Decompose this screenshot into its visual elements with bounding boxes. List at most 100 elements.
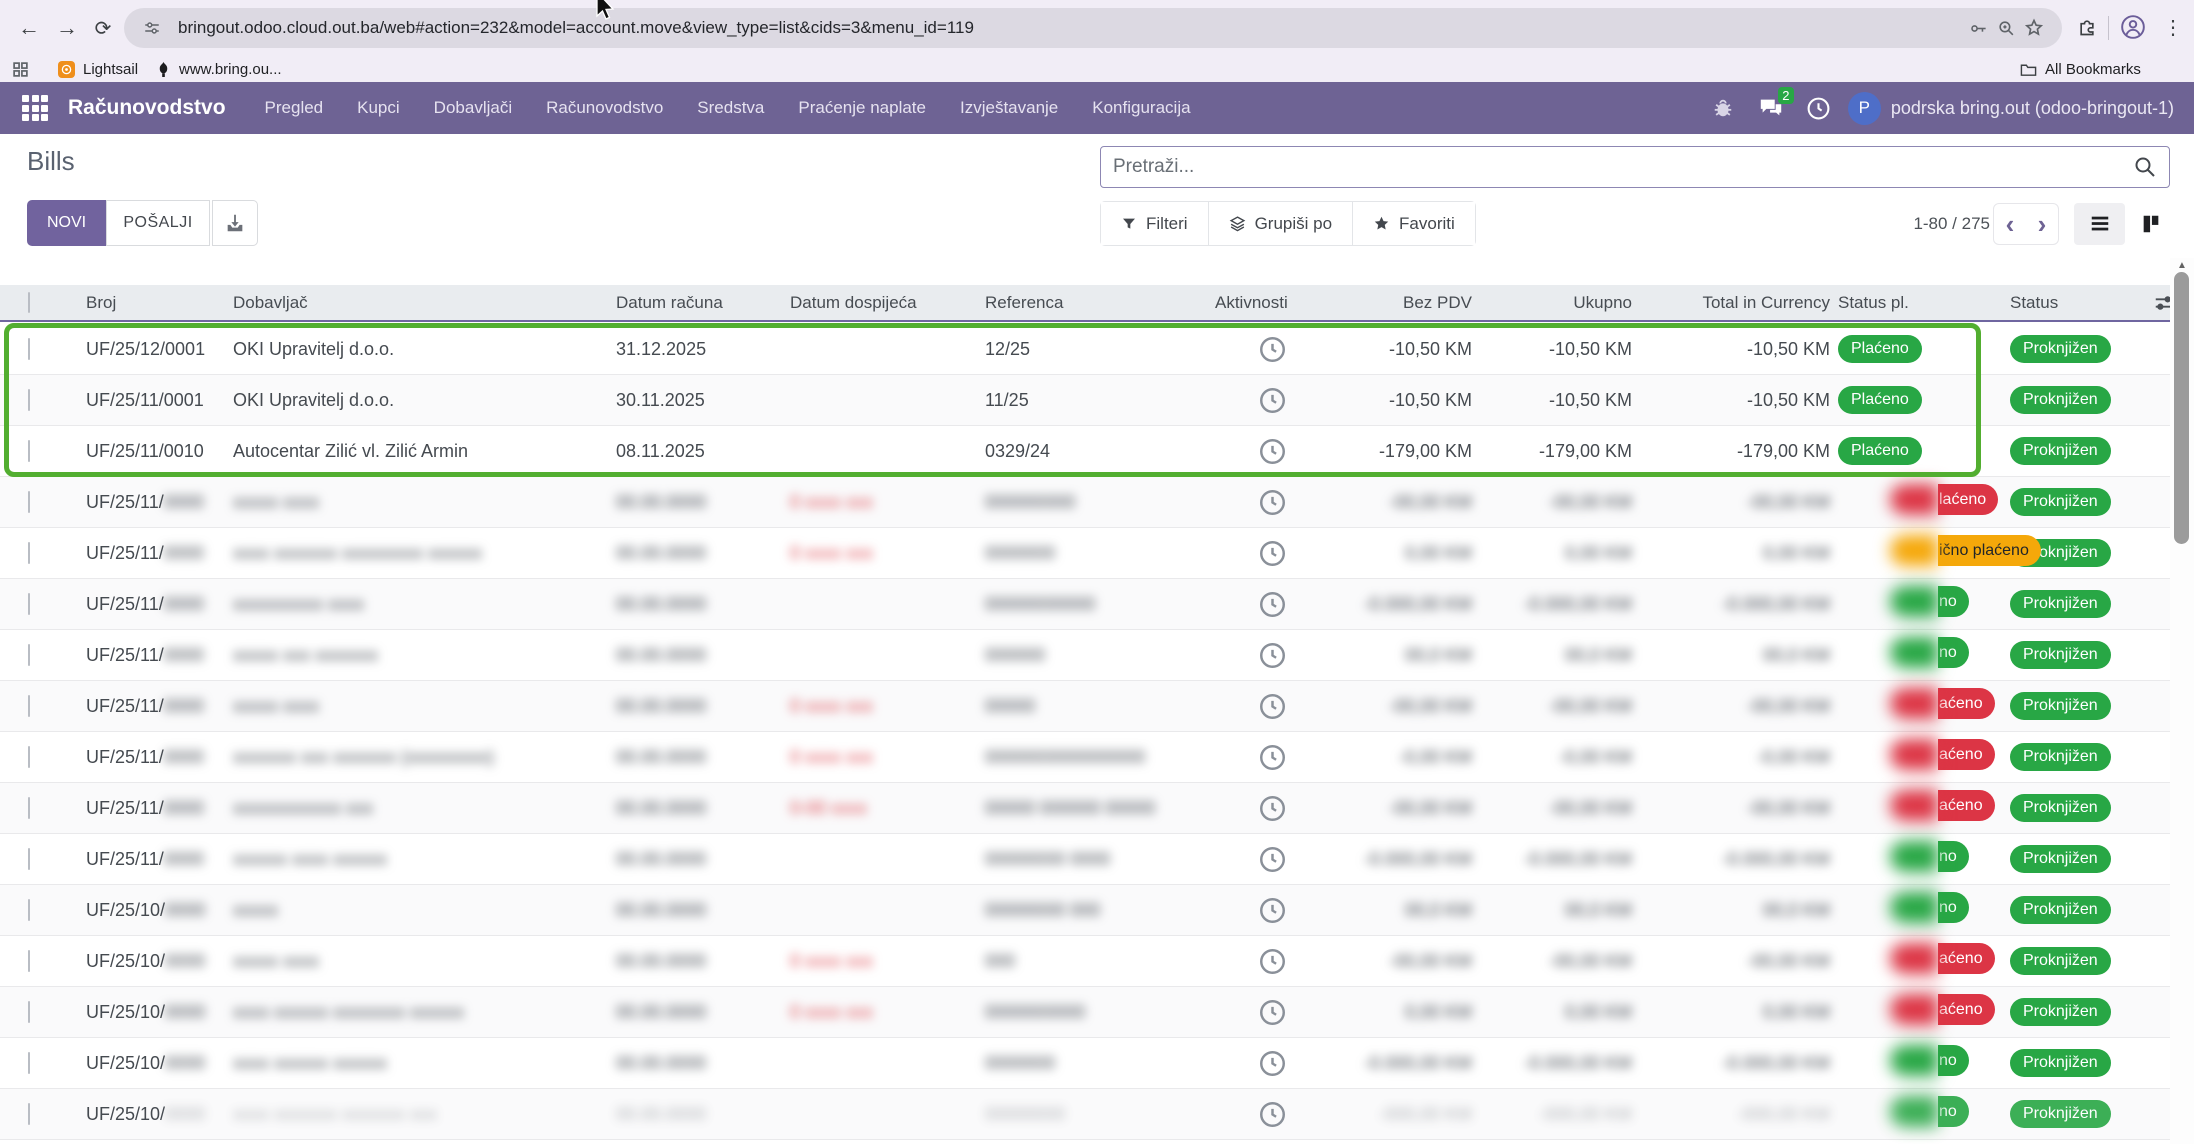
- all-bookmarks-button[interactable]: All Bookmarks: [2020, 56, 2141, 82]
- header-referenca[interactable]: Referenca: [985, 292, 1064, 312]
- header-dobavlja-[interactable]: Dobavljač: [233, 292, 308, 312]
- table-row[interactable]: UF/25/10/0000 xxxx xxxxxx xxxxxxxx xxxxxx…: [0, 987, 2194, 1038]
- table-row[interactable]: UF/25/10/0000 xxxxx xxxx 00.00.0000 0 xxxx …: [0, 936, 2194, 987]
- nav-item-2[interactable]: Kupci: [357, 98, 400, 117]
- kanban-view-button[interactable]: [2125, 203, 2176, 245]
- bookmark-bring-out[interactable]: www.bring.ou...: [156, 56, 282, 82]
- row-checkbox[interactable]: [28, 949, 30, 972]
- row-checkbox-cell[interactable]: [0, 745, 86, 768]
- nav-item-4[interactable]: Računovodstvo: [546, 98, 664, 117]
- favorites-button[interactable]: Favoriti: [1353, 202, 1475, 245]
- row-checkbox[interactable]: [28, 592, 30, 615]
- activity-clock-icon[interactable]: [1215, 897, 1330, 924]
- new-button[interactable]: NOVI: [27, 200, 106, 246]
- activity-clock-icon[interactable]: [1215, 1101, 1330, 1128]
- row-checkbox[interactable]: [28, 490, 30, 513]
- reload-icon[interactable]: ⟳: [94, 17, 112, 40]
- activity-clock-icon[interactable]: [1215, 336, 1330, 363]
- table-row[interactable]: UF/25/12/0001 OKI Upravitelj d.o.o. 31.12.…: [0, 324, 2194, 375]
- activity-clock-icon[interactable]: [1215, 387, 1330, 414]
- row-checkbox-cell[interactable]: [0, 592, 86, 615]
- row-checkbox[interactable]: [28, 1000, 30, 1023]
- activities-clock-icon[interactable]: [1800, 89, 1838, 127]
- nav-item-6[interactable]: Praćenje naplate: [798, 98, 926, 117]
- bookmark-lightsail[interactable]: Lightsail: [58, 56, 138, 82]
- header-datum-dospije-a[interactable]: Datum dospijeća: [790, 292, 917, 312]
- nav-item-3[interactable]: Dobavljači: [433, 98, 513, 117]
- browser-menu-icon[interactable]: ⋮: [2163, 16, 2183, 39]
- table-row[interactable]: UF/25/10/0000 xxxx xxxxxxx xxxxxxx xxx 00.…: [0, 1089, 2194, 1140]
- row-checkbox[interactable]: [28, 388, 30, 411]
- bookmark-star-icon[interactable]: [2020, 14, 2048, 42]
- row-checkbox-cell[interactable]: [0, 337, 86, 360]
- debug-bug-icon[interactable]: [1704, 89, 1742, 127]
- table-row[interactable]: UF/25/11/0000 xxxxx xxxx 00.00.0000 0 xxxx …: [0, 681, 2194, 732]
- groupby-button[interactable]: Grupiši po: [1208, 202, 1354, 245]
- profile-avatar-icon[interactable]: [2118, 12, 2148, 42]
- apps-menu-icon[interactable]: [22, 95, 48, 121]
- pager-next-icon[interactable]: ›: [2037, 208, 2047, 239]
- pager-prev-icon[interactable]: ‹: [2005, 208, 2015, 239]
- activity-clock-icon[interactable]: [1215, 540, 1330, 567]
- header-status-pl-[interactable]: Status pl.: [1838, 292, 1909, 312]
- row-checkbox-cell[interactable]: [0, 439, 86, 462]
- activity-clock-icon[interactable]: [1215, 1050, 1330, 1077]
- forward-icon[interactable]: →: [56, 15, 78, 40]
- scroll-up-arrow[interactable]: ▲: [2177, 260, 2187, 271]
- header-bez-pdv[interactable]: Bez PDV: [1403, 292, 1472, 312]
- row-checkbox-cell[interactable]: [0, 1000, 86, 1023]
- user-name[interactable]: podrska bring.out (odoo-bringout-1): [1890, 97, 2174, 118]
- header-broj[interactable]: Broj: [86, 292, 117, 312]
- row-checkbox-cell[interactable]: [0, 694, 86, 717]
- row-checkbox[interactable]: [28, 1102, 30, 1125]
- table-row[interactable]: UF/25/11/0000 xxxxxxxxxx xxxx 00.00.0000 00…: [0, 579, 2194, 630]
- row-checkbox[interactable]: [28, 643, 30, 666]
- user-avatar[interactable]: P: [1847, 91, 1881, 125]
- search-icon[interactable]: [2133, 155, 2157, 179]
- row-checkbox-cell[interactable]: [0, 1051, 86, 1074]
- row-checkbox-cell[interactable]: [0, 541, 86, 564]
- row-checkbox-cell[interactable]: [0, 949, 86, 972]
- scrollbar-thumb[interactable]: [2174, 272, 2189, 544]
- table-row[interactable]: UF/25/11/0010 Autocentar Zilić vl. Zilić …: [0, 426, 2194, 477]
- row-checkbox[interactable]: [28, 439, 30, 462]
- header-checkbox-cell[interactable]: [0, 291, 86, 313]
- activity-clock-icon[interactable]: [1215, 642, 1330, 669]
- header-aktivnosti[interactable]: Aktivnosti: [1215, 292, 1288, 312]
- activity-clock-icon[interactable]: [1215, 999, 1330, 1026]
- table-row[interactable]: UF/25/11/0000 xxxxxx xxxx xxxxxx 00.00.000…: [0, 834, 2194, 885]
- row-checkbox-cell[interactable]: [0, 796, 86, 819]
- back-icon[interactable]: ←: [18, 15, 40, 40]
- send-button[interactable]: POŠALJI: [106, 200, 210, 246]
- scrollbar[interactable]: ▲: [2170, 258, 2194, 1144]
- row-checkbox[interactable]: [28, 898, 30, 921]
- password-key-icon[interactable]: [1964, 14, 1992, 42]
- activity-clock-icon[interactable]: [1215, 948, 1330, 975]
- list-view-button[interactable]: [2074, 203, 2125, 245]
- table-row[interactable]: UF/25/11/0000 xxxxxxx xxx xxxxxxx (xxxxxx…: [0, 732, 2194, 783]
- app-name[interactable]: Računovodstvo: [68, 96, 226, 119]
- row-checkbox[interactable]: [28, 694, 30, 717]
- optional-columns-icon[interactable]: [2134, 292, 2194, 314]
- row-checkbox-cell[interactable]: [0, 1102, 86, 1125]
- site-settings-icon[interactable]: [138, 14, 166, 42]
- activity-clock-icon[interactable]: [1215, 489, 1330, 516]
- row-checkbox[interactable]: [28, 1051, 30, 1074]
- table-row[interactable]: UF/25/11/0000 xxxxx xxxx 00.00.0000 0 xxxx …: [0, 477, 2194, 528]
- header-status[interactable]: Status: [2010, 292, 2059, 312]
- row-checkbox[interactable]: [28, 847, 30, 870]
- row-checkbox[interactable]: [28, 541, 30, 564]
- table-row[interactable]: UF/25/10/0000 xxxx xxxxxx xxxxxx 00.00.000…: [0, 1038, 2194, 1089]
- header-ukupno[interactable]: Ukupno: [1573, 292, 1632, 312]
- select-all-checkbox[interactable]: [28, 291, 30, 313]
- messages-icon[interactable]: 2: [1752, 87, 1794, 127]
- export-button[interactable]: [212, 200, 258, 246]
- table-row[interactable]: UF/25/11/0000 xxxx xxxxxxx xxxxxxxxx xxxx…: [0, 528, 2194, 579]
- address-bar[interactable]: bringout.odoo.cloud.out.ba/web#action=23…: [124, 8, 2062, 48]
- activity-clock-icon[interactable]: [1215, 591, 1330, 618]
- row-checkbox[interactable]: [28, 337, 30, 360]
- nav-item-7[interactable]: Izvještavanje: [959, 98, 1059, 117]
- filters-button[interactable]: Filteri: [1101, 202, 1209, 245]
- table-row[interactable]: UF/25/11/0000 xxxxxxxxxxxx xxx 00.00.0000 0…: [0, 783, 2194, 834]
- row-checkbox-cell[interactable]: [0, 388, 86, 411]
